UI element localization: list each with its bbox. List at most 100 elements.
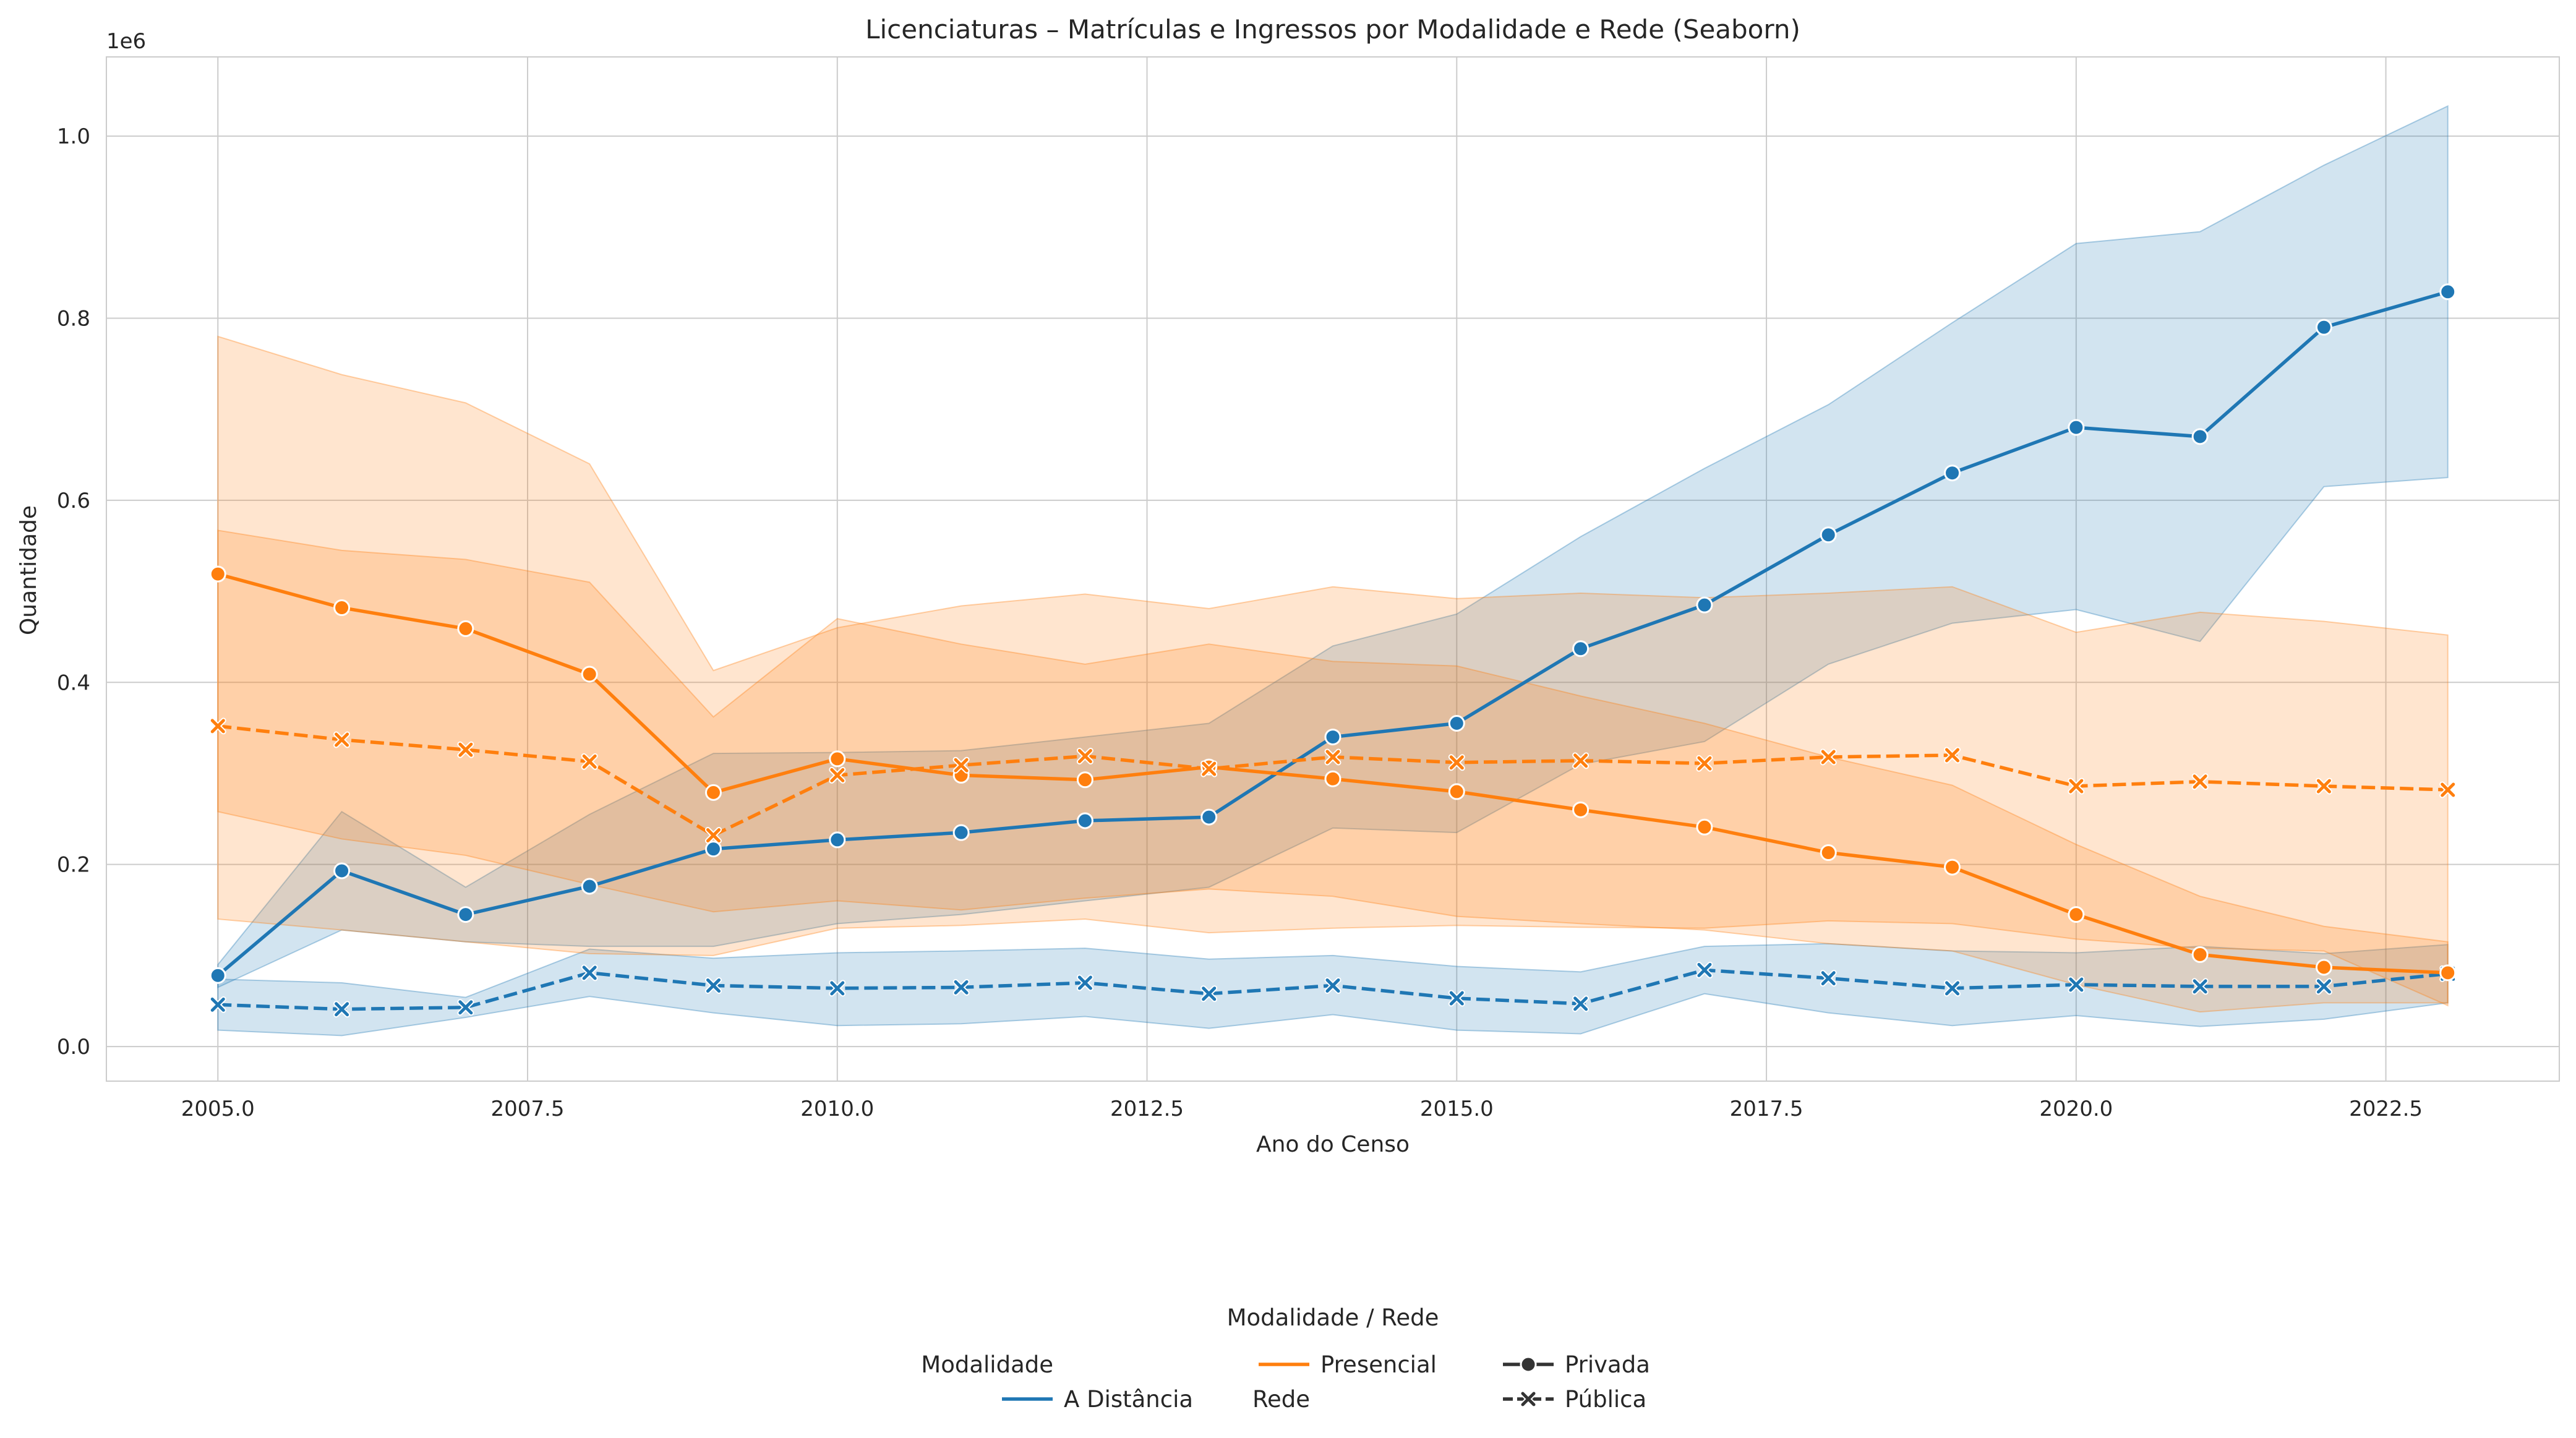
y-axis-label: Quantidade bbox=[16, 505, 41, 635]
x-marker-stroke bbox=[2316, 779, 2331, 794]
data-point-presencial-publica bbox=[1076, 748, 1093, 764]
data-point-a-distancia-publica bbox=[1076, 974, 1093, 991]
x-marker-stroke bbox=[582, 754, 597, 769]
x-marker-stroke bbox=[335, 1002, 349, 1017]
x-marker-stroke bbox=[1325, 750, 1340, 764]
data-point-presencial-publica bbox=[1200, 760, 1218, 777]
y-tick-label: 0.2 bbox=[57, 853, 90, 878]
legend-label: Presencial bbox=[1320, 1351, 1437, 1378]
legend-entry-modalidade: Modalidade bbox=[921, 1351, 1053, 1378]
legend-entry-privada: Privada bbox=[1503, 1351, 1650, 1378]
data-point-presencial-publica bbox=[1820, 748, 1837, 766]
legend-label: A Distância bbox=[1064, 1386, 1193, 1413]
legend-title: Modalidade / Rede bbox=[1227, 1304, 1439, 1331]
data-point-presencial-publica bbox=[1944, 747, 1961, 764]
x-marker-stroke bbox=[1697, 962, 1712, 977]
data-point-presencial-publica bbox=[2068, 777, 2085, 795]
data-point-a-distancia-privada bbox=[829, 831, 846, 849]
ci-band-a-distancia-publica bbox=[217, 943, 2449, 1037]
data-point-a-distancia-publica bbox=[1944, 980, 1961, 997]
y-tick-label: 0.8 bbox=[57, 306, 90, 331]
data-point-a-distancia-privada bbox=[1448, 715, 1465, 732]
x-marker-stroke bbox=[1945, 981, 1960, 996]
x-marker-stroke bbox=[2069, 779, 2084, 794]
data-point-presencial-privada bbox=[829, 750, 846, 768]
ci-band-presencial-publica bbox=[217, 335, 2449, 1007]
data-point-a-distancia-privada bbox=[1944, 464, 1961, 482]
x-tick-label: 2015.0 bbox=[1420, 1097, 1494, 1121]
x-marker-stroke bbox=[1449, 755, 1464, 770]
x-marker-stroke bbox=[1821, 971, 1836, 986]
legend-entry-publica: Pública bbox=[1503, 1386, 1646, 1413]
x-marker-stroke bbox=[2069, 977, 2084, 992]
data-point-presencial-privada bbox=[2315, 959, 2332, 976]
data-point-a-distancia-privada bbox=[457, 906, 474, 923]
data-point-presencial-privada bbox=[333, 599, 351, 617]
x-marker-stroke bbox=[1202, 761, 1217, 776]
x-marker-stroke bbox=[954, 980, 969, 995]
data-point-presencial-publica bbox=[952, 756, 970, 774]
x-marker-stroke bbox=[2193, 774, 2207, 789]
data-point-a-distancia-publica bbox=[952, 978, 970, 996]
legend-label: Pública bbox=[1565, 1386, 1646, 1413]
tick-labels: 2005.0 2007.5 2010.0 2012.5 2015.0 2017.5 2020… bbox=[57, 124, 2423, 1121]
data-point-presencial-publica bbox=[704, 827, 722, 844]
data-point-presencial-privada bbox=[1324, 770, 1341, 787]
legend-label: Privada bbox=[1565, 1351, 1650, 1378]
data-point-presencial-publica bbox=[333, 731, 351, 748]
data-point-presencial-privada bbox=[581, 666, 598, 683]
data-point-presencial-privada bbox=[1572, 801, 1590, 818]
data-point-presencial-publica bbox=[581, 753, 598, 770]
data-point-a-distancia-privada bbox=[1200, 808, 1218, 826]
x-marker-stroke bbox=[706, 828, 721, 843]
x-tick-label: 2017.5 bbox=[1730, 1097, 1804, 1121]
data-point-a-distancia-publica bbox=[2068, 976, 2085, 993]
data-point-presencial-privada bbox=[1448, 783, 1465, 800]
data-point-a-distancia-publica bbox=[2315, 978, 2332, 995]
data-point-a-distancia-privada bbox=[209, 967, 226, 984]
y-tick-label: 0.0 bbox=[57, 1035, 90, 1059]
data-point-a-distancia-publica bbox=[457, 999, 474, 1016]
data-point-presencial-publica bbox=[1448, 754, 1465, 771]
x-marker-stroke bbox=[582, 965, 597, 980]
data-point-presencial-privada bbox=[1944, 858, 1961, 876]
data-point-a-distancia-publica bbox=[704, 977, 722, 994]
data-point-presencial-privada bbox=[209, 565, 226, 583]
x-marker-stroke bbox=[954, 758, 969, 772]
x-marker-stroke bbox=[210, 719, 225, 734]
x-marker-stroke bbox=[1449, 991, 1464, 1006]
data-point-a-distancia-privada bbox=[952, 824, 970, 841]
x-tick-label: 2012.5 bbox=[1110, 1097, 1184, 1121]
x-marker-stroke bbox=[2316, 979, 2331, 994]
plot-frame bbox=[106, 56, 2560, 1082]
data-point-a-distancia-publica bbox=[1696, 961, 1713, 978]
data-point-presencial-privada bbox=[457, 620, 474, 637]
x-marker-stroke bbox=[830, 981, 845, 996]
data-point-presencial-publica bbox=[209, 717, 226, 735]
data-point-presencial-privada bbox=[2068, 906, 2085, 923]
data-point-a-distancia-publica bbox=[2191, 978, 2209, 995]
data-point-presencial-publica bbox=[2439, 781, 2457, 798]
x-marker-stroke bbox=[1945, 748, 1960, 763]
data-point-presencial-privada bbox=[704, 784, 722, 801]
legend-entry-presencial: Presencial bbox=[1259, 1351, 1437, 1378]
y-tick-label: 0.6 bbox=[57, 489, 90, 513]
data-point-a-distancia-publica bbox=[1572, 995, 1590, 1012]
data-point-a-distancia-privada bbox=[1076, 812, 1093, 829]
data-point-a-distancia-publica bbox=[209, 996, 226, 1013]
legend-swatch-marker bbox=[1520, 1390, 1537, 1408]
data-point-presencial-privada bbox=[1820, 844, 1837, 862]
data-point-a-distancia-publica bbox=[829, 980, 846, 997]
data-point-presencial-privada bbox=[2191, 946, 2209, 963]
ci-band-a-distancia-privada bbox=[217, 105, 2449, 988]
x-marker-stroke bbox=[1573, 753, 1588, 768]
data-point-a-distancia-privada bbox=[581, 878, 598, 895]
data-point-presencial-publica bbox=[457, 741, 474, 758]
y-axis-offset-label: 1e6 bbox=[106, 29, 146, 54]
x-marker-stroke bbox=[1521, 1392, 1536, 1406]
x-marker-stroke bbox=[1697, 756, 1712, 771]
y-tick-label: 0.4 bbox=[57, 670, 90, 695]
data-point-a-distancia-publica bbox=[1820, 970, 1837, 987]
x-marker-stroke bbox=[210, 997, 225, 1012]
